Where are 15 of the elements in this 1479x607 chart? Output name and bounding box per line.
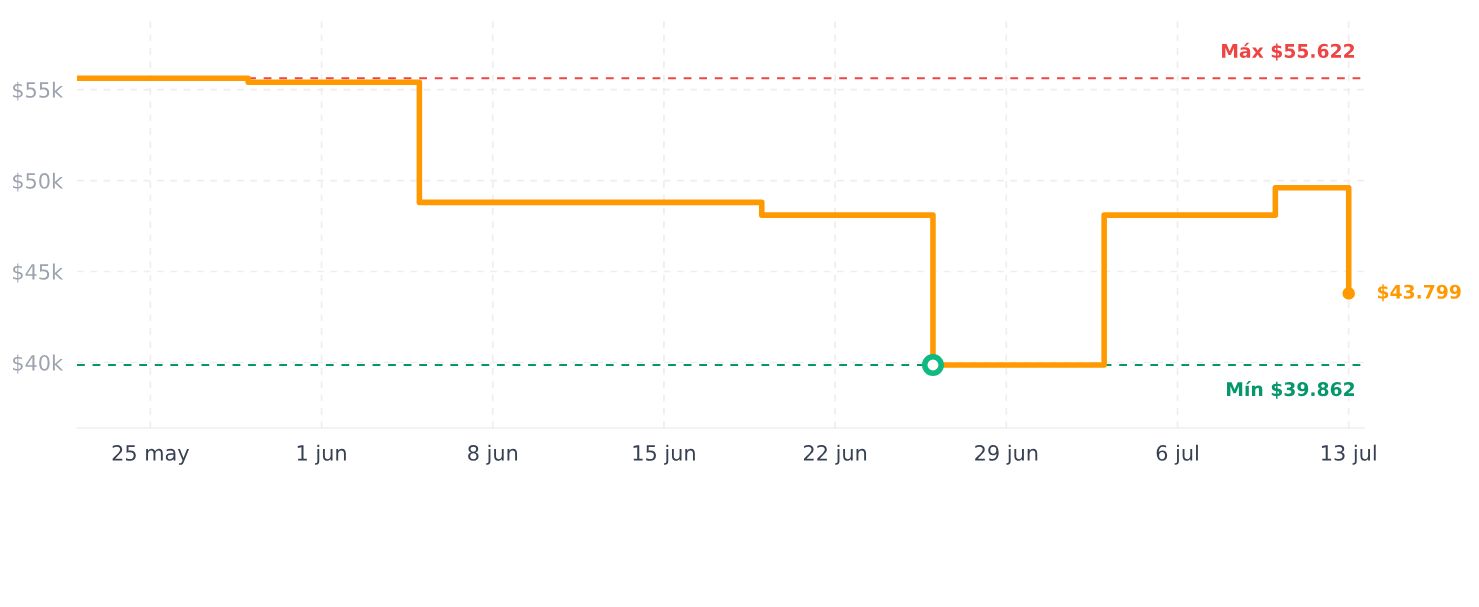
x-tick-label: 8 jun bbox=[468, 444, 518, 465]
ref-line-label: Máx $55.622 bbox=[1222, 42, 1355, 61]
ref-line-label: Mín $39.862 bbox=[1227, 380, 1355, 399]
x-tick-label: 22 jun bbox=[804, 444, 867, 465]
x-tick-label: 29 jun bbox=[975, 444, 1038, 465]
x-tick-label: 13 jul bbox=[1322, 444, 1376, 465]
x-tick-label: 6 jul bbox=[1156, 444, 1198, 465]
x-tick-label: 25 may bbox=[112, 445, 190, 465]
annotation: $43.799 bbox=[1377, 284, 1461, 302]
y-tick-label: $40k bbox=[13, 354, 64, 374]
y-tick-label: $50k bbox=[13, 172, 64, 192]
y-tick-label: $45k bbox=[13, 263, 64, 283]
y-tick-label: $55k bbox=[13, 81, 64, 101]
x-tick-label: 1 jun bbox=[297, 444, 346, 465]
x-tick-label: 15 jun bbox=[633, 444, 695, 465]
